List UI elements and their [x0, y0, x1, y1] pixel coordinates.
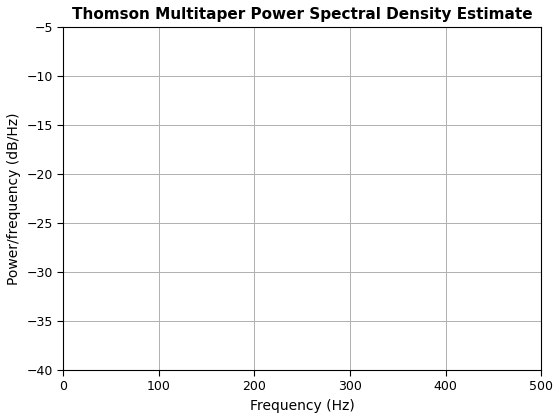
Y-axis label: Power/frequency (dB/Hz): Power/frequency (dB/Hz) — [7, 113, 21, 285]
X-axis label: Frequency (Hz): Frequency (Hz) — [250, 399, 354, 413]
Title: Thomson Multitaper Power Spectral Density Estimate: Thomson Multitaper Power Spectral Densit… — [72, 7, 533, 22]
